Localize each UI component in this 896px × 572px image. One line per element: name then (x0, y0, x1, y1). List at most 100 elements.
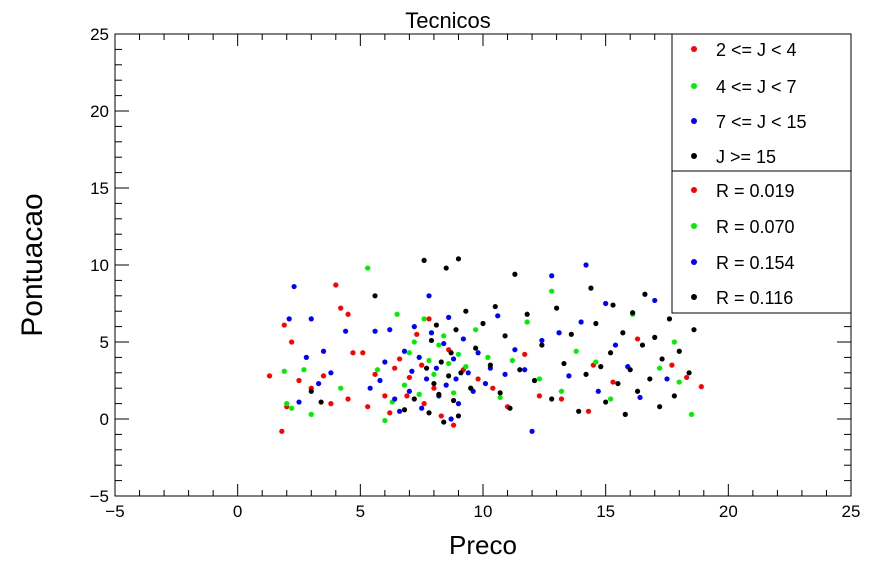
data-point (308, 411, 314, 417)
data-point (492, 303, 498, 310)
data-point (490, 385, 496, 391)
data-point (463, 308, 469, 314)
data-point (382, 393, 388, 399)
y-tick-label: 0 (100, 410, 109, 429)
data-point (583, 371, 589, 377)
data-point (436, 342, 442, 348)
data-point (360, 350, 366, 356)
data-point (406, 374, 412, 381)
data-point (450, 356, 457, 362)
data-point (419, 405, 425, 411)
data-point (460, 336, 466, 342)
data-point (338, 305, 344, 311)
data-point (450, 397, 457, 404)
data-point (558, 388, 565, 394)
data-point (603, 399, 609, 405)
data-point (684, 374, 690, 381)
data-point (576, 408, 582, 414)
data-point (455, 401, 462, 407)
x-tick-label: 0 (233, 502, 242, 521)
data-point (281, 368, 287, 374)
data-point (401, 382, 408, 388)
data-point (426, 293, 432, 299)
data-point (691, 327, 697, 333)
data-point (639, 342, 646, 348)
data-point (416, 391, 422, 397)
data-point (443, 265, 449, 271)
data-point (531, 377, 538, 384)
data-point (607, 350, 614, 356)
legend: 2 <= J < 4 4 <= J < 7 7 <= J < 15 J >= 15 R … (671, 33, 852, 314)
y-tick-label: 10 (90, 256, 109, 275)
data-point (637, 394, 643, 401)
data-point (446, 360, 452, 367)
data-point (578, 319, 584, 325)
legend-label: R = 0.116 (716, 288, 793, 308)
data-point (431, 380, 437, 387)
x-tick-label: 10 (474, 502, 493, 521)
data-point (365, 265, 371, 271)
data-point (433, 365, 439, 371)
legend-marker (691, 83, 697, 89)
x-tick-label: 25 (842, 502, 861, 521)
legend-marker (691, 153, 697, 159)
data-point (455, 256, 462, 262)
data-point (406, 350, 412, 356)
data-point (284, 401, 290, 407)
data-point (502, 333, 508, 339)
y-tick-label: 20 (90, 102, 109, 121)
data-point (598, 364, 604, 370)
data-point (463, 364, 469, 370)
data-point (549, 273, 555, 279)
legend-label: J >= 15 (716, 147, 776, 167)
data-point (517, 367, 523, 373)
data-point (607, 396, 614, 402)
data-point (556, 330, 562, 336)
data-point (374, 367, 381, 373)
data-point (652, 334, 658, 340)
data-point (593, 359, 599, 365)
data-point (588, 285, 594, 291)
data-point (620, 330, 626, 336)
data-point (438, 359, 444, 365)
data-point (433, 322, 439, 328)
data-point (482, 380, 489, 387)
data-point (372, 293, 378, 299)
data-point (669, 362, 675, 368)
data-point (431, 385, 437, 391)
data-point (279, 428, 285, 434)
data-point (392, 396, 398, 402)
data-point (301, 367, 307, 373)
data-point (338, 385, 344, 391)
data-point (497, 394, 503, 401)
data-point (473, 327, 479, 333)
data-point (291, 283, 297, 290)
data-point (473, 345, 479, 351)
y-tick-label: 5 (100, 333, 109, 352)
data-point (522, 351, 528, 357)
legend-label: R = 0.070 (716, 217, 795, 237)
data-point (401, 407, 408, 413)
data-point (421, 401, 427, 407)
legend-marker (691, 223, 697, 229)
data-point (333, 282, 339, 288)
data-point (549, 396, 555, 402)
data-point (446, 314, 452, 320)
data-point (676, 379, 682, 385)
data-point (446, 373, 452, 379)
data-point (595, 388, 601, 394)
data-point (688, 411, 695, 417)
data-point (318, 399, 324, 405)
data-point (502, 371, 508, 377)
data-point (382, 417, 388, 424)
data-point (524, 319, 530, 325)
data-point (443, 382, 449, 388)
legend-marker (691, 259, 697, 265)
x-tick-label: 20 (719, 502, 738, 521)
data-point (441, 419, 447, 425)
data-point (394, 311, 400, 317)
data-point (392, 365, 398, 371)
x-tick-label: −5 (105, 502, 124, 521)
data-point (421, 257, 427, 263)
data-point (450, 422, 457, 428)
